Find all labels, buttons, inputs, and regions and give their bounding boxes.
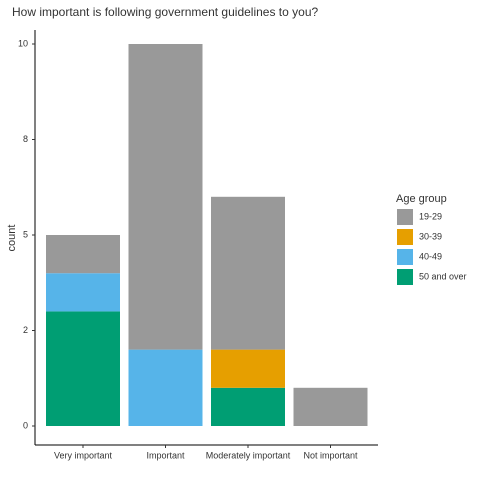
y-tick-label: 0 xyxy=(23,420,28,430)
legend-label: 19-29 xyxy=(419,211,442,221)
y-tick-label: 5 xyxy=(23,229,28,239)
legend-title: Age group xyxy=(396,193,447,205)
x-tick-label: Very important xyxy=(54,450,113,460)
bar-segment xyxy=(46,311,120,426)
legend-key xyxy=(397,209,413,225)
bar-segment xyxy=(293,387,368,426)
y-tick-label: 10 xyxy=(18,38,28,48)
x-tick-label: Not important xyxy=(303,450,358,460)
legend-key xyxy=(397,229,413,245)
x-tick-label: Moderately important xyxy=(206,450,291,460)
legend-key xyxy=(397,249,413,265)
x-tick-label: Important xyxy=(146,450,185,460)
chart-title: How important is following government gu… xyxy=(12,5,318,19)
bar-segment xyxy=(211,349,285,388)
bar-segment xyxy=(128,349,203,426)
y-tick-label: 8 xyxy=(23,134,28,144)
legend-label: 40-49 xyxy=(419,251,442,261)
bar-segment xyxy=(46,273,120,312)
y-tick-label: 2 xyxy=(23,325,28,335)
bar-segment xyxy=(128,44,203,350)
bar-segment xyxy=(46,235,120,274)
bar-segment xyxy=(211,196,285,350)
y-axis-label: count xyxy=(6,225,18,252)
legend-label: 30-39 xyxy=(419,231,442,241)
legend-key xyxy=(397,269,413,285)
bar-segment xyxy=(211,387,285,426)
legend-label: 50 and over xyxy=(419,271,467,281)
